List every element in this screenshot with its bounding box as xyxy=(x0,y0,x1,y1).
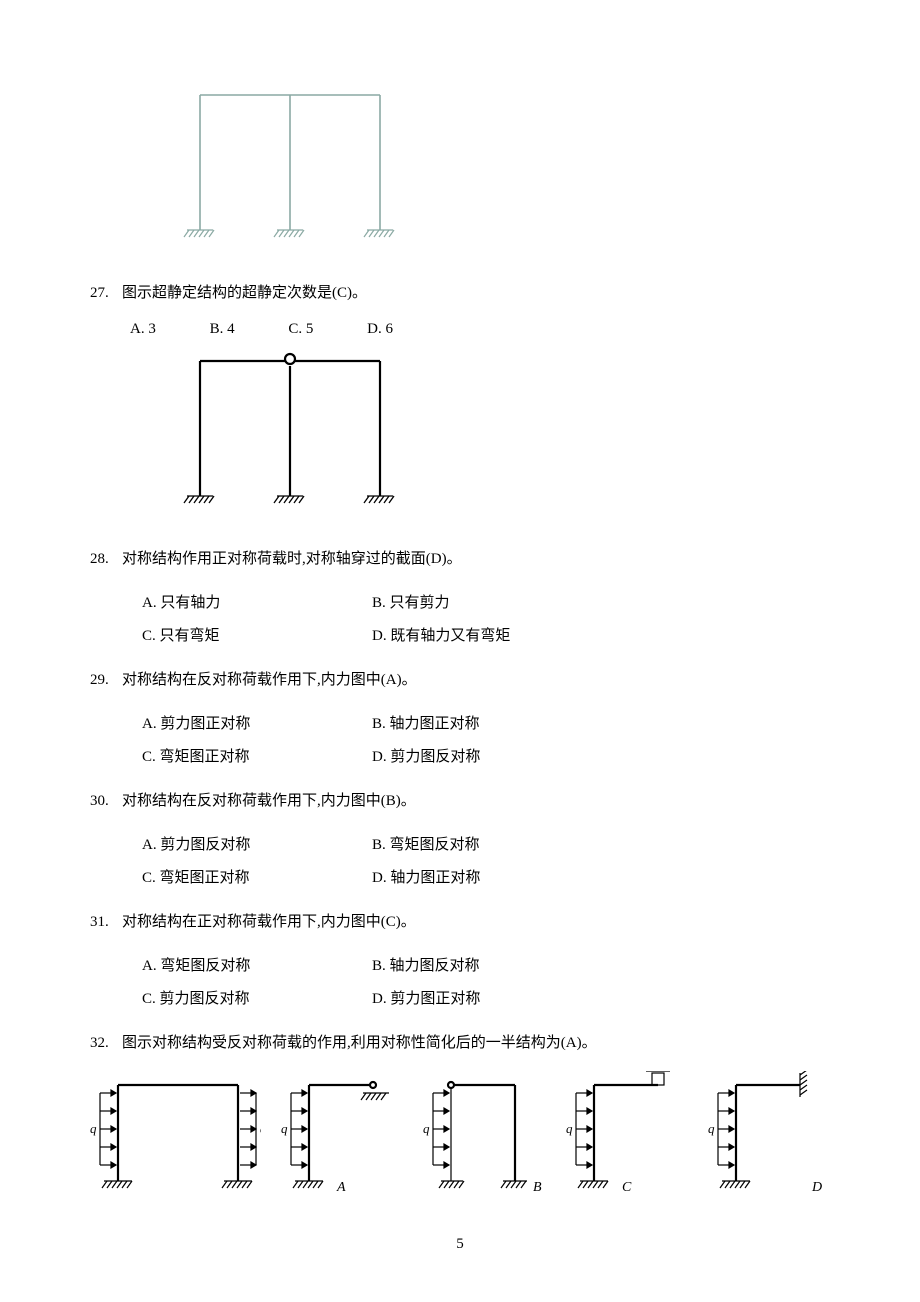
question-text: 对称结构作用正对称荷载时,对称轴穿过的截面(D)。 xyxy=(122,551,462,567)
option-B: B. 轴力图反对称 xyxy=(372,950,480,983)
question-number: 32. xyxy=(90,1030,122,1057)
option-D: D. 轴力图正对称 xyxy=(372,862,480,895)
options-q30: A. 剪力图反对称B. 弯矩图反对称 C. 弯矩图正对称D. 轴力图正对称 xyxy=(142,829,830,895)
question-number: 29. xyxy=(90,667,122,694)
options-q29: A. 剪力图正对称B. 轴力图正对称 C. 弯矩图正对称D. 剪力图反对称 xyxy=(142,708,830,774)
diagram-q32-A: q A xyxy=(281,1071,403,1196)
option-label-D: D xyxy=(811,1180,822,1195)
question-text: 图示超静定结构的超静定次数是(C)。 xyxy=(122,285,367,301)
diagram-q32-B: q B xyxy=(423,1071,545,1196)
option-A: A. 3 xyxy=(130,321,156,338)
question-text: 图示对称结构受反对称荷载的作用,利用对称性简化后的一半结构为(A)。 xyxy=(122,1035,597,1051)
diagram-q32-C: q C xyxy=(566,1071,688,1196)
question-text: 对称结构在反对称荷载作用下,内力图中(A)。 xyxy=(122,672,417,688)
question-number: 31. xyxy=(90,909,122,936)
load-label: q xyxy=(566,1121,573,1136)
options-q31: A. 弯矩图反对称B. 轴力图反对称 C. 剪力图反对称D. 剪力图正对称 xyxy=(142,950,830,1016)
option-C: C. 弯矩图正对称 xyxy=(142,862,372,895)
option-A: A. 弯矩图反对称 xyxy=(142,950,372,983)
options-q27: A. 3 B. 4 C. 5 D. 6 xyxy=(130,321,830,338)
question-number: 28. xyxy=(90,546,122,573)
frame-diagram-q27 xyxy=(180,346,410,516)
option-A: A. 剪力图反对称 xyxy=(142,829,372,862)
option-B: B. 4 xyxy=(210,321,235,338)
option-label-B: B xyxy=(533,1180,542,1195)
option-C: C. 剪力图反对称 xyxy=(142,983,372,1016)
question-29: 29.对称结构在反对称荷载作用下,内力图中(A)。 xyxy=(90,667,830,694)
diagram-q32-D: q D xyxy=(708,1071,830,1196)
frame-diagram-top xyxy=(180,80,410,250)
figure-top xyxy=(180,80,830,250)
option-B: B. 只有剪力 xyxy=(372,587,450,620)
diagram-q32-main: q q xyxy=(90,1071,261,1196)
load-label-left: q xyxy=(90,1121,97,1136)
option-B: B. 轴力图正对称 xyxy=(372,708,480,741)
document-page: 27.图示超静定结构的超静定次数是(C)。 A. 3 B. 4 C. 5 D. … xyxy=(0,0,920,1293)
question-text: 对称结构在反对称荷载作用下,内力图中(B)。 xyxy=(122,793,416,809)
question-number: 27. xyxy=(90,280,122,307)
question-30: 30.对称结构在反对称荷载作用下,内力图中(B)。 xyxy=(90,788,830,815)
figure-row-q32: q q xyxy=(90,1071,830,1196)
load-label-right: q xyxy=(260,1121,261,1136)
question-number: 30. xyxy=(90,788,122,815)
option-A: A. 剪力图正对称 xyxy=(142,708,372,741)
option-D: D. 剪力图正对称 xyxy=(372,983,480,1016)
option-A: A. 只有轴力 xyxy=(142,587,372,620)
question-27: 27.图示超静定结构的超静定次数是(C)。 xyxy=(90,280,830,307)
option-C: C. 弯矩图正对称 xyxy=(142,741,372,774)
option-label-C: C xyxy=(622,1180,632,1195)
option-D: D. 6 xyxy=(367,321,393,338)
question-31: 31.对称结构在正对称荷载作用下,内力图中(C)。 xyxy=(90,909,830,936)
load-label: q xyxy=(423,1121,430,1136)
option-C: C. 5 xyxy=(288,321,313,338)
page-number: 5 xyxy=(90,1236,830,1253)
question-text: 对称结构在正对称荷载作用下,内力图中(C)。 xyxy=(122,914,416,930)
question-28: 28.对称结构作用正对称荷载时,对称轴穿过的截面(D)。 xyxy=(90,546,830,573)
question-32: 32.图示对称结构受反对称荷载的作用,利用对称性简化后的一半结构为(A)。 xyxy=(90,1030,830,1057)
load-label: q xyxy=(281,1121,288,1136)
option-B: B. 弯矩图反对称 xyxy=(372,829,480,862)
option-D: D. 剪力图反对称 xyxy=(372,741,480,774)
options-q28: A. 只有轴力B. 只有剪力 C. 只有弯矩D. 既有轴力又有弯矩 xyxy=(142,587,830,653)
option-D: D. 既有轴力又有弯矩 xyxy=(372,620,510,653)
option-label-A: A xyxy=(336,1180,346,1195)
option-C: C. 只有弯矩 xyxy=(142,620,372,653)
load-label: q xyxy=(708,1121,715,1136)
figure-q27 xyxy=(180,346,830,516)
